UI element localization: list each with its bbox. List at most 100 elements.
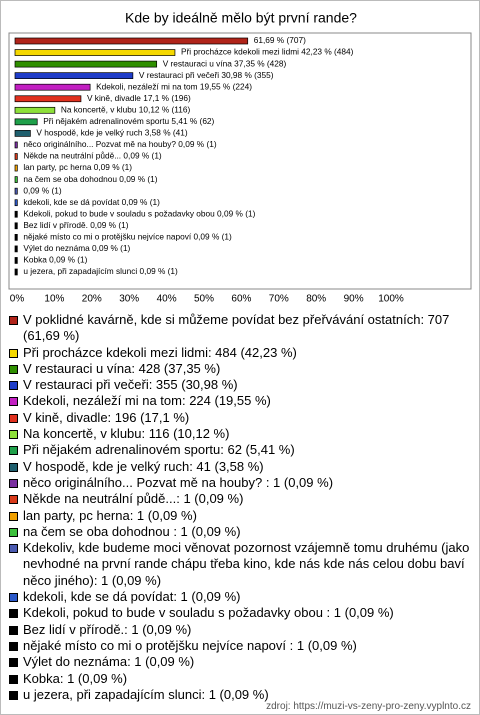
bar	[14, 141, 18, 149]
value-label: Na koncertě, v klubu 10,12 % (116)	[61, 104, 191, 114]
bar	[14, 199, 18, 207]
value-label: něco originálního... Pozvat mě na houby?…	[23, 139, 216, 149]
legend-label: Někde na neutrální půdě...: 1 (0,09 %)	[23, 491, 244, 507]
x-tick-label: 60%	[231, 294, 251, 305]
bar	[14, 37, 249, 45]
bar	[14, 83, 91, 91]
legend-swatch	[9, 690, 18, 700]
x-tick-label: 0%	[10, 294, 25, 305]
legend-item: Kdekoliv, kde budeme moci věnovat pozorn…	[9, 540, 471, 589]
chart: Kde by ideálně mělo být první rande? 0% 1…	[8, 10, 472, 305]
value-label: Kdekoli, pokud to bude v souladu s požad…	[23, 208, 255, 218]
x-tick-label: 30%	[119, 294, 139, 305]
bar	[14, 234, 18, 241]
legend-swatch	[9, 625, 18, 635]
legend-item: Někde na neutrální půdě...: 1 (0,09 %)	[9, 491, 471, 507]
value-label: lan party, pc herna 0,09 % (1)	[23, 162, 132, 172]
legend-swatch	[9, 413, 18, 423]
legend-label: Výlet do neznáma: 1 (0,09 %)	[23, 654, 195, 670]
legend-swatch	[9, 511, 18, 521]
legend-label: nějaké místo co mi o protějšku nejvíce n…	[23, 637, 357, 653]
legend-item: Bez lidí v přírodě.: 1 (0,09 %)	[9, 622, 471, 638]
legend-item: Výlet do neznáma: 1 (0,09 %)	[9, 654, 471, 670]
legend-item: V poklidné kavárně, kde si můžeme povída…	[9, 312, 471, 345]
legend-swatch	[9, 478, 18, 488]
bar	[14, 72, 134, 80]
legend-label: V restauraci při večeři: 355 (30,98 %)	[23, 377, 238, 393]
x-tick-label: 90%	[344, 294, 364, 305]
value-label: Kobka 0,09 % (1)	[23, 255, 87, 265]
bar	[14, 60, 158, 68]
legend-label: Při nějakém adrenalinovém sportu: 62 (5,…	[23, 442, 295, 458]
source: zdroj: https://muzi-vs-zeny-pro-zeny.vyp…	[266, 701, 471, 712]
value-label: Kdekoli, nezáleží mi na tom 19,55 % (224…	[96, 81, 252, 91]
value-label: Při nějakém adrenalinovém sportu 5,41 % …	[43, 116, 214, 126]
legend-item: V kině, divadle: 196 (17,1 %)	[9, 410, 471, 426]
bar	[14, 187, 18, 195]
bar	[14, 49, 176, 56]
value-label: V restauraci při večeři 30,98 % (355)	[139, 70, 274, 80]
legend-label: Na koncertě, v klubu: 116 (10,12 %)	[23, 426, 230, 442]
bar	[14, 106, 56, 114]
legend-swatch	[9, 430, 18, 440]
legend-item: na čem se oba dohodnou : 1 (0,09 %)	[9, 524, 471, 540]
legend-swatch	[9, 527, 18, 537]
bar	[14, 268, 18, 276]
value-label: Bez lidí v přírodě. 0,09 % (1)	[23, 220, 128, 230]
x-tick-label: 50%	[194, 294, 214, 305]
value-label: na čem se oba dohodnou 0,09 % (1)	[23, 174, 157, 184]
legend-swatch	[9, 674, 18, 684]
legend-swatch	[9, 462, 18, 472]
legend-item: Při nějakém adrenalinovém sportu: 62 (5,…	[9, 442, 471, 458]
bar	[14, 176, 18, 183]
legend-label: Kdekoliv, kde budeme moci věnovat pozorn…	[23, 540, 470, 588]
legend-label: Kdekoli, nezáleží mi na tom: 224 (19,55 …	[23, 393, 271, 409]
legend-swatch	[9, 658, 18, 668]
x-tick-label: 80%	[306, 294, 326, 305]
x-tick-label: 40%	[157, 294, 177, 305]
legend-label: u jezera, při zapadajícím slunci: 1 (0,0…	[23, 686, 269, 702]
legend-swatch	[9, 446, 18, 456]
legend-item: lan party, pc herna: 1 (0,09 %)	[9, 508, 471, 524]
legend-item: nějaké místo co mi o protějšku nejvíce n…	[9, 638, 471, 654]
legend-swatch	[9, 593, 18, 603]
legend-swatch	[9, 316, 18, 325]
value-label: 61,69 % (707)	[254, 35, 306, 45]
legend-item: Kdekoli, pokud to bude v souladu s požad…	[9, 605, 471, 621]
value-label: V kině, divadle 17,1 % (196)	[87, 93, 191, 103]
value-label: V restauraci u vína 37,35 % (428)	[163, 58, 287, 68]
legend: V poklidné kavárně, kde si můžeme povída…	[9, 312, 471, 703]
legend-item: V restauraci při večeři: 355 (30,98 %)	[9, 377, 471, 393]
value-label: Při procházce kdekoli mezi lidmi 42,23 %…	[181, 47, 354, 57]
legend-item: Při procházce kdekoli mezi lidmi: 484 (4…	[9, 345, 471, 361]
legend-label: lan party, pc herna: 1 (0,09 %)	[23, 507, 197, 523]
value-label: 0,09 % (1)	[23, 185, 62, 195]
value-label: Výlet do neznáma 0,09 % (1)	[23, 243, 130, 253]
legend-item: V hospodě, kde je velký ruch: 41 (3,58 %…	[9, 459, 471, 475]
legend-swatch	[9, 364, 18, 374]
legend-label: Kdekoli, pokud to bude v souladu s požad…	[23, 605, 394, 621]
legend-swatch	[9, 609, 18, 619]
bar	[14, 95, 82, 103]
value-label: V hospodě, kde je velký ruch 3,58 % (41)	[36, 128, 188, 138]
legend-swatch	[9, 397, 18, 407]
legend-item: V restauraci u vína: 428 (37,35 %)	[9, 361, 471, 377]
legend-label: V kině, divadle: 196 (17,1 %)	[23, 409, 190, 425]
legend-item: Kdekoli, nezáleží mi na tom: 224 (19,55 …	[9, 393, 471, 409]
legend-label: Kobka: 1 (0,09 %)	[23, 670, 128, 686]
legend-swatch	[9, 495, 18, 505]
legend-label: Bez lidí v přírodě.: 1 (0,09 %)	[23, 621, 192, 637]
legend-item: Na koncertě, v klubu: 116 (10,12 %)	[9, 426, 471, 442]
legend-label: kdekoli, kde se dá povídat: 1 (0,09 %)	[23, 589, 241, 605]
legend-swatch	[9, 348, 18, 358]
legend-label: něco originálního... Pozvat mě na houby?…	[23, 474, 334, 490]
legend-item: něco originálního... Pozvat mě na houby?…	[9, 475, 471, 491]
legend-label: V hospodě, kde je velký ruch: 41 (3,58 %…	[23, 458, 264, 474]
legend-item: Kobka: 1 (0,09 %)	[9, 671, 471, 687]
bar	[14, 245, 18, 253]
legend-label: Při procházce kdekoli mezi lidmi: 484 (4…	[23, 344, 297, 360]
legend-swatch	[9, 544, 18, 554]
bar	[14, 164, 18, 172]
bar	[14, 257, 18, 264]
bar	[14, 222, 18, 230]
